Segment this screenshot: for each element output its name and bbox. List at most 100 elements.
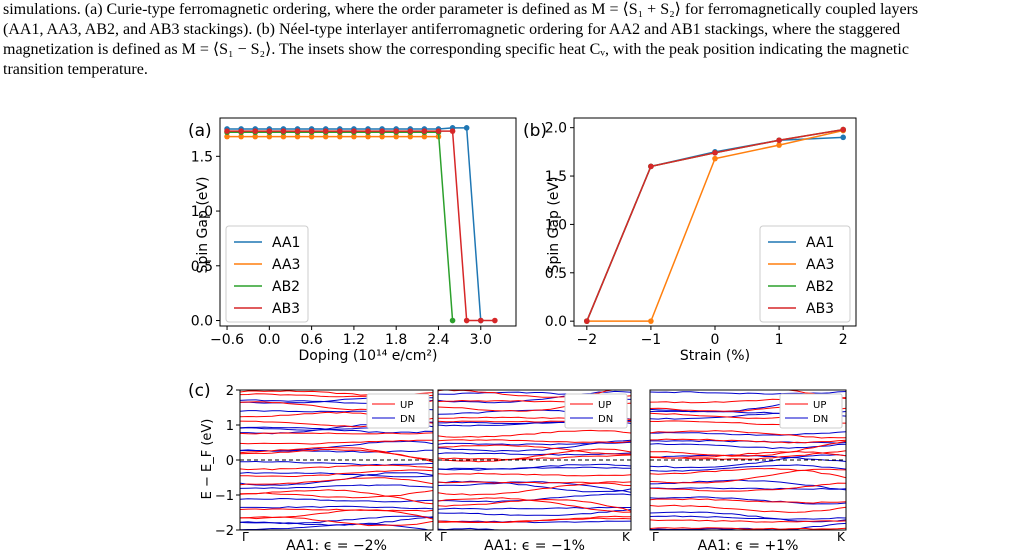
panel-c-label: (c) (188, 381, 211, 401)
y-tick-label: 0.5 (545, 266, 567, 282)
band-DN (650, 522, 846, 530)
data-point-AA3 (351, 133, 357, 140)
kpoint-gamma: Γ (242, 530, 249, 544)
band-DN (438, 452, 631, 456)
legend-box (759, 225, 851, 323)
band-DN (438, 390, 631, 404)
band-UP (438, 481, 631, 484)
band-DN (650, 464, 846, 472)
caption-line-2: (AA1, AA3, AB2, and AB3 stackings). (b) … (3, 21, 901, 38)
y-tick-label: 2.0 (545, 121, 567, 137)
data-point-AA3 (224, 133, 230, 140)
legend-label-AB2: AB2 (272, 279, 300, 295)
band-UP (438, 444, 631, 455)
band-UP (240, 432, 433, 435)
y-tick-label: 1.0 (545, 217, 567, 233)
data-point-AA3 (308, 133, 315, 140)
x-tick-label: −2 (576, 332, 597, 348)
y-tick-label: 0.0 (191, 314, 213, 330)
band-UP (240, 508, 433, 512)
band-legend (779, 393, 843, 429)
x-tick-label: 2 (839, 332, 848, 348)
x-tick-label: 0 (711, 332, 720, 348)
y-tick-label: −1 (215, 489, 234, 504)
y-tick-label: 0 (226, 454, 234, 469)
legend-label-UP: UP (813, 400, 826, 411)
data-point-AB3 (252, 128, 259, 134)
band-DN (240, 472, 433, 486)
data-point-AB3 (435, 128, 442, 134)
band-DN (438, 506, 631, 510)
band-UP (438, 390, 616, 398)
caption-line-4: transition temperature. (3, 61, 148, 78)
band-DN (438, 480, 631, 493)
band-DN (240, 460, 433, 466)
band-UP (650, 467, 846, 479)
band-UP (438, 531, 631, 535)
data-point-AB3 (840, 126, 846, 133)
band-UP (650, 430, 846, 439)
panel-b-strain-chart: (b) −2 −1 0 1 2 0.0 0.5 1.0 1.5 2.0 Spin Gap (eV)… (523, 117, 857, 364)
subpanel-label: AA1: ϵ = +1% (698, 538, 799, 554)
legend-label-UP: UP (400, 400, 413, 411)
band-UP (650, 482, 846, 492)
band-UP (438, 439, 631, 444)
band-UP (650, 468, 846, 484)
panel-b-xlabel: Strain (%) (680, 348, 750, 364)
panel-b-ylabel: Spin Gap (eV) (546, 177, 562, 274)
data-point-AB3 (365, 128, 371, 134)
data-point-AA3 (337, 133, 343, 140)
panel-c-ylabel: E − E_F (eV) (200, 419, 215, 500)
kpoint-k: K (622, 530, 631, 544)
legend-label-AA1: AA1 (272, 235, 300, 251)
x-tick-label: 1.2 (343, 332, 365, 348)
band-UP (438, 472, 631, 477)
y-tick-label: 1.5 (191, 149, 213, 165)
subpanel-label: AA1: ϵ = −1% (484, 538, 585, 554)
band-DN (650, 515, 846, 520)
y-tick-label: 1.5 (545, 169, 567, 185)
y-tick-label: 0.0 (545, 314, 567, 330)
band-UP (438, 498, 631, 512)
x-tick-label: 1.8 (385, 332, 407, 348)
panel-a-frame (219, 117, 517, 327)
band-DN (240, 516, 433, 526)
x-tick-label: −0.6 (210, 332, 244, 348)
band-DN (438, 441, 631, 446)
band-DN (438, 509, 631, 516)
x-tick-label: 1 (775, 332, 784, 348)
data-point-AB3 (463, 317, 470, 324)
data-point-AA3 (712, 155, 718, 162)
subpanel-label: AA1: ϵ = −2% (286, 538, 387, 554)
data-point-AB3 (712, 150, 718, 156)
band-UP (240, 469, 433, 477)
legend-label-AA3: AA3 (272, 257, 300, 273)
band-DN (240, 426, 433, 434)
data-point-AA3 (379, 133, 385, 140)
band-frame (649, 389, 847, 531)
band-lines (240, 390, 433, 530)
y-tick-label: 1.0 (191, 204, 213, 220)
data-point-AA3 (322, 133, 329, 140)
band-UP (438, 515, 631, 524)
y-tick-label: 2 (226, 384, 234, 399)
panel-a-label: (a) (188, 121, 212, 141)
data-point-AA3 (776, 142, 782, 148)
band-UP (240, 490, 433, 499)
band-UP (438, 482, 631, 496)
kpoint-gamma: Γ (652, 530, 659, 544)
data-point-AB3 (224, 128, 230, 134)
caption-line-1: simulations. (a) Curie-type ferromagneti… (3, 1, 919, 18)
band-UP (438, 429, 631, 438)
band-UP (240, 448, 433, 461)
y-tick-label: 0.5 (191, 259, 213, 275)
x-tick-label: 2.4 (427, 332, 449, 348)
data-point-AB3 (492, 317, 498, 324)
band-DN (650, 487, 846, 490)
data-point-AB3 (477, 317, 484, 324)
panel-b-label: (b) (523, 121, 547, 141)
band-UP (240, 447, 433, 463)
band-DN (240, 497, 433, 503)
band-UP (438, 448, 631, 463)
legend-label-AA3: AA3 (806, 257, 834, 273)
